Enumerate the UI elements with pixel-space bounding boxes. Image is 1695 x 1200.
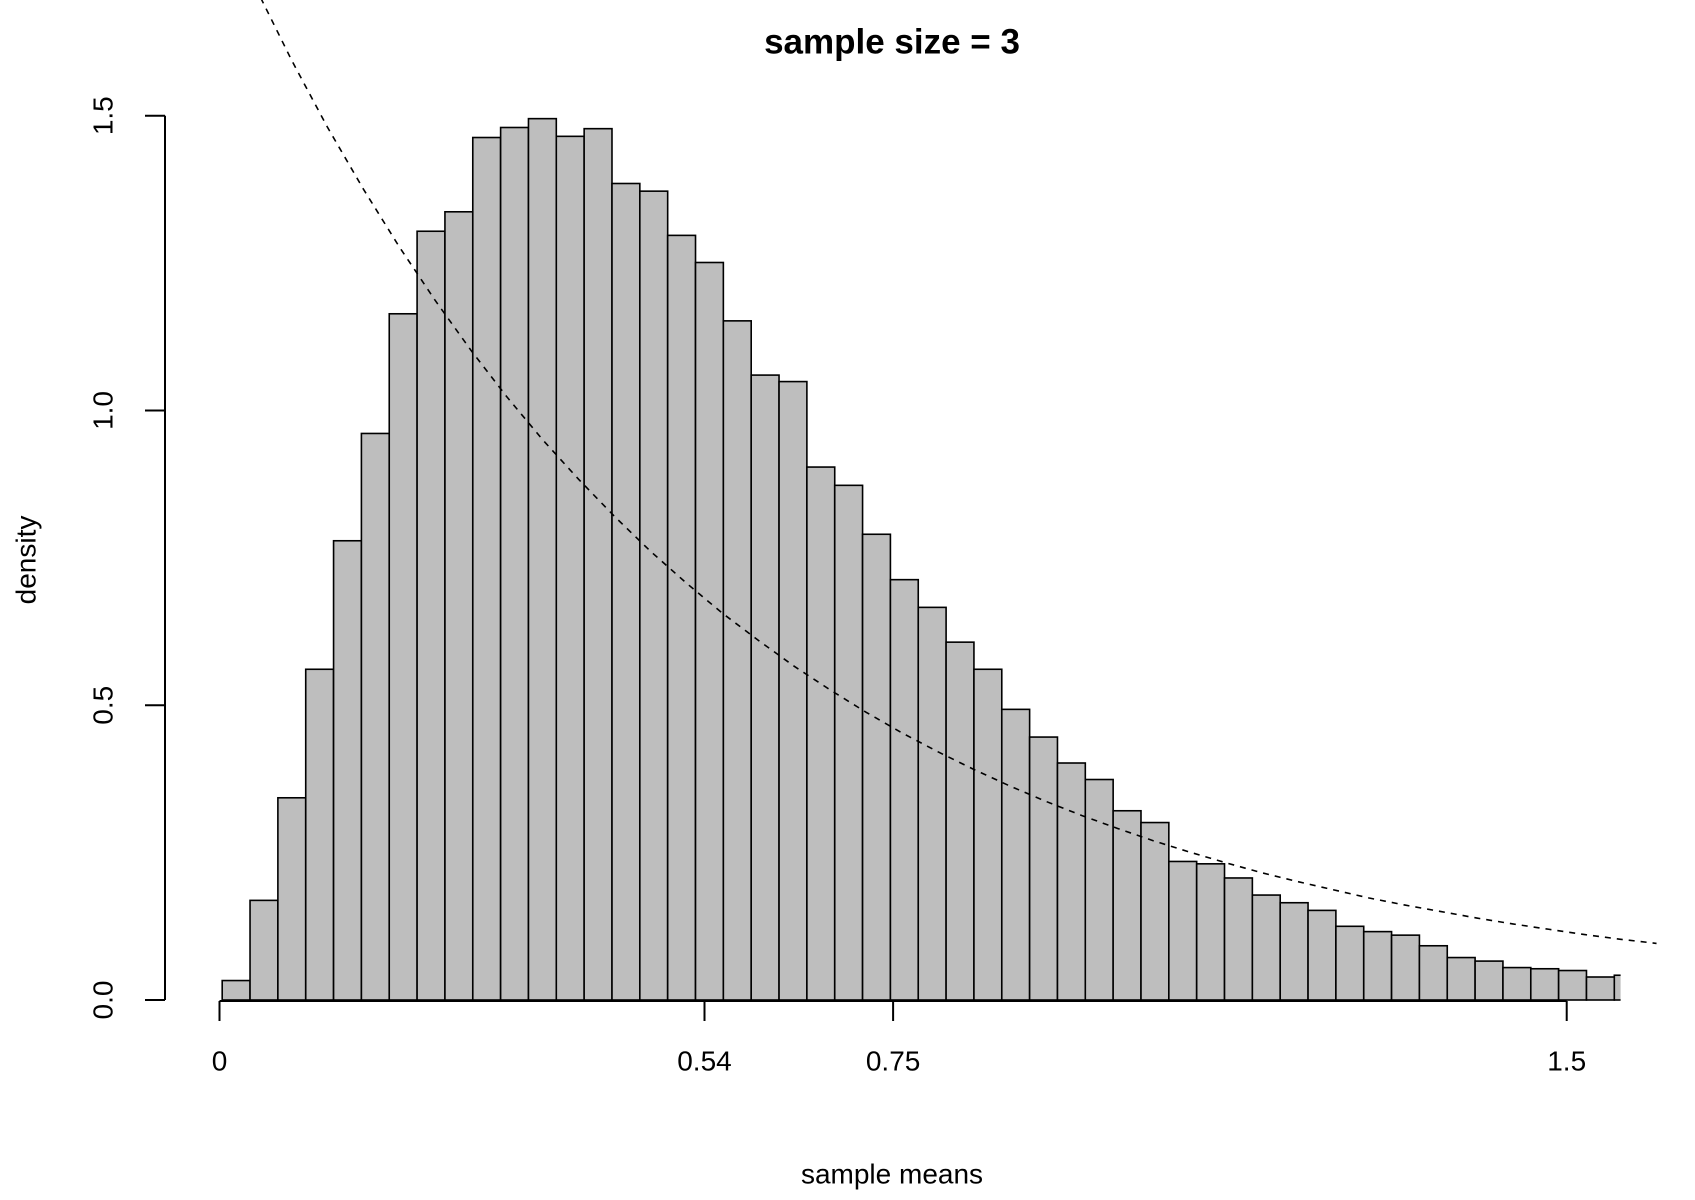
bar bbox=[861, 533, 892, 1001]
bar bbox=[1028, 736, 1059, 1001]
bar bbox=[1474, 960, 1504, 1001]
bar bbox=[889, 578, 920, 1001]
bar bbox=[1251, 894, 1282, 1001]
y-tick-label: 0.5 bbox=[87, 686, 118, 725]
bar bbox=[1168, 860, 1198, 1001]
bar bbox=[1613, 974, 1621, 1001]
bar bbox=[332, 539, 363, 1001]
bar bbox=[583, 127, 613, 1001]
bar bbox=[1279, 901, 1309, 1001]
bar bbox=[750, 374, 780, 1001]
x-tick-label: 0.54 bbox=[677, 1045, 732, 1076]
bar bbox=[1335, 925, 1365, 1001]
bar bbox=[221, 979, 251, 1001]
y-axis-label: density bbox=[10, 516, 41, 605]
bar bbox=[249, 899, 279, 1001]
x-tick-label: 0 bbox=[212, 1045, 228, 1076]
bar bbox=[555, 135, 585, 1001]
bar bbox=[277, 796, 307, 1001]
chart-title: sample size = 3 bbox=[764, 22, 1020, 61]
bar bbox=[388, 312, 418, 1001]
bar bbox=[1140, 821, 1170, 1001]
bar bbox=[1195, 863, 1226, 1001]
bar bbox=[1418, 944, 1449, 1001]
bar bbox=[471, 136, 502, 1001]
bar bbox=[1390, 934, 1421, 1001]
bar bbox=[416, 230, 446, 1001]
bar bbox=[945, 641, 975, 1001]
bar bbox=[666, 234, 697, 1001]
bar bbox=[973, 668, 1003, 1001]
x-tick-label: 1.5 bbox=[1547, 1045, 1586, 1076]
bar bbox=[1084, 778, 1114, 1001]
bar bbox=[806, 466, 836, 1001]
bar bbox=[1307, 909, 1337, 1001]
bar bbox=[1585, 976, 1616, 1001]
bar bbox=[1223, 877, 1254, 1001]
bar bbox=[1557, 969, 1588, 1001]
bar bbox=[444, 210, 474, 1001]
y-tick-label: 0.0 bbox=[87, 981, 118, 1020]
bar bbox=[722, 320, 752, 1001]
bars bbox=[221, 117, 1621, 1001]
bar bbox=[304, 668, 335, 1001]
bar bbox=[527, 117, 558, 1001]
y-tick-label: 1.0 bbox=[87, 391, 118, 430]
bar bbox=[1000, 708, 1031, 1001]
bar bbox=[833, 484, 864, 1001]
bar bbox=[360, 432, 391, 1001]
bar bbox=[917, 606, 947, 1001]
bar bbox=[1112, 809, 1142, 1001]
bar bbox=[694, 261, 725, 1001]
bar bbox=[1446, 956, 1476, 1001]
bar bbox=[778, 380, 808, 1001]
x-axis-label: sample means bbox=[801, 1158, 983, 1189]
bar bbox=[611, 182, 641, 1001]
x-tick-label: 0.75 bbox=[866, 1045, 921, 1076]
bar bbox=[499, 126, 530, 1001]
bar bbox=[639, 190, 669, 1001]
bar bbox=[1502, 966, 1532, 1001]
y-tick-label: 1.5 bbox=[87, 96, 118, 135]
bar bbox=[1362, 930, 1393, 1001]
bar bbox=[1529, 967, 1560, 1001]
bar bbox=[1056, 762, 1087, 1001]
